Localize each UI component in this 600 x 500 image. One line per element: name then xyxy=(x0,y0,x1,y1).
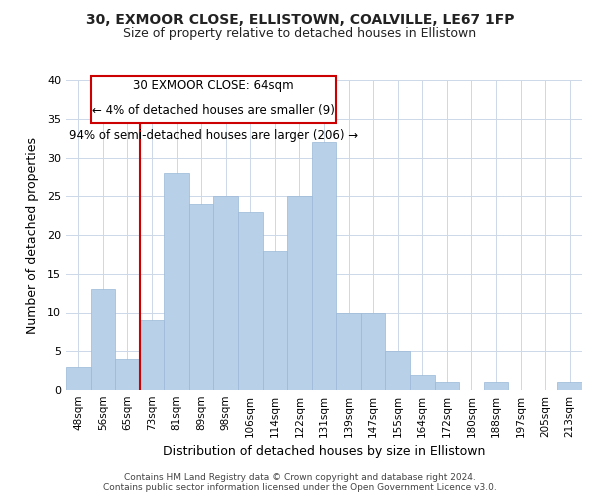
Text: 30, EXMOOR CLOSE, ELLISTOWN, COALVILLE, LE67 1FP: 30, EXMOOR CLOSE, ELLISTOWN, COALVILLE, … xyxy=(86,12,514,26)
Y-axis label: Number of detached properties: Number of detached properties xyxy=(26,136,38,334)
Bar xyxy=(385,351,410,390)
Text: ← 4% of detached houses are smaller (9): ← 4% of detached houses are smaller (9) xyxy=(92,104,335,117)
Bar xyxy=(557,382,582,390)
Bar xyxy=(287,196,312,390)
Bar xyxy=(164,173,189,390)
Bar xyxy=(336,312,361,390)
Bar xyxy=(189,204,214,390)
Bar xyxy=(66,367,91,390)
Bar xyxy=(484,382,508,390)
Bar xyxy=(214,196,238,390)
Text: 30 EXMOOR CLOSE: 64sqm: 30 EXMOOR CLOSE: 64sqm xyxy=(133,79,294,92)
Bar xyxy=(361,312,385,390)
Bar xyxy=(434,382,459,390)
Text: Contains HM Land Registry data © Crown copyright and database right 2024.: Contains HM Land Registry data © Crown c… xyxy=(124,474,476,482)
Bar xyxy=(312,142,336,390)
FancyBboxPatch shape xyxy=(91,76,336,122)
Bar xyxy=(115,359,140,390)
X-axis label: Distribution of detached houses by size in Ellistown: Distribution of detached houses by size … xyxy=(163,446,485,458)
Bar xyxy=(91,289,115,390)
Bar xyxy=(140,320,164,390)
Bar xyxy=(263,250,287,390)
Text: Size of property relative to detached houses in Ellistown: Size of property relative to detached ho… xyxy=(124,28,476,40)
Bar xyxy=(410,374,434,390)
Text: Contains public sector information licensed under the Open Government Licence v3: Contains public sector information licen… xyxy=(103,484,497,492)
Bar xyxy=(238,212,263,390)
Text: 94% of semi-detached houses are larger (206) →: 94% of semi-detached houses are larger (… xyxy=(69,129,358,142)
